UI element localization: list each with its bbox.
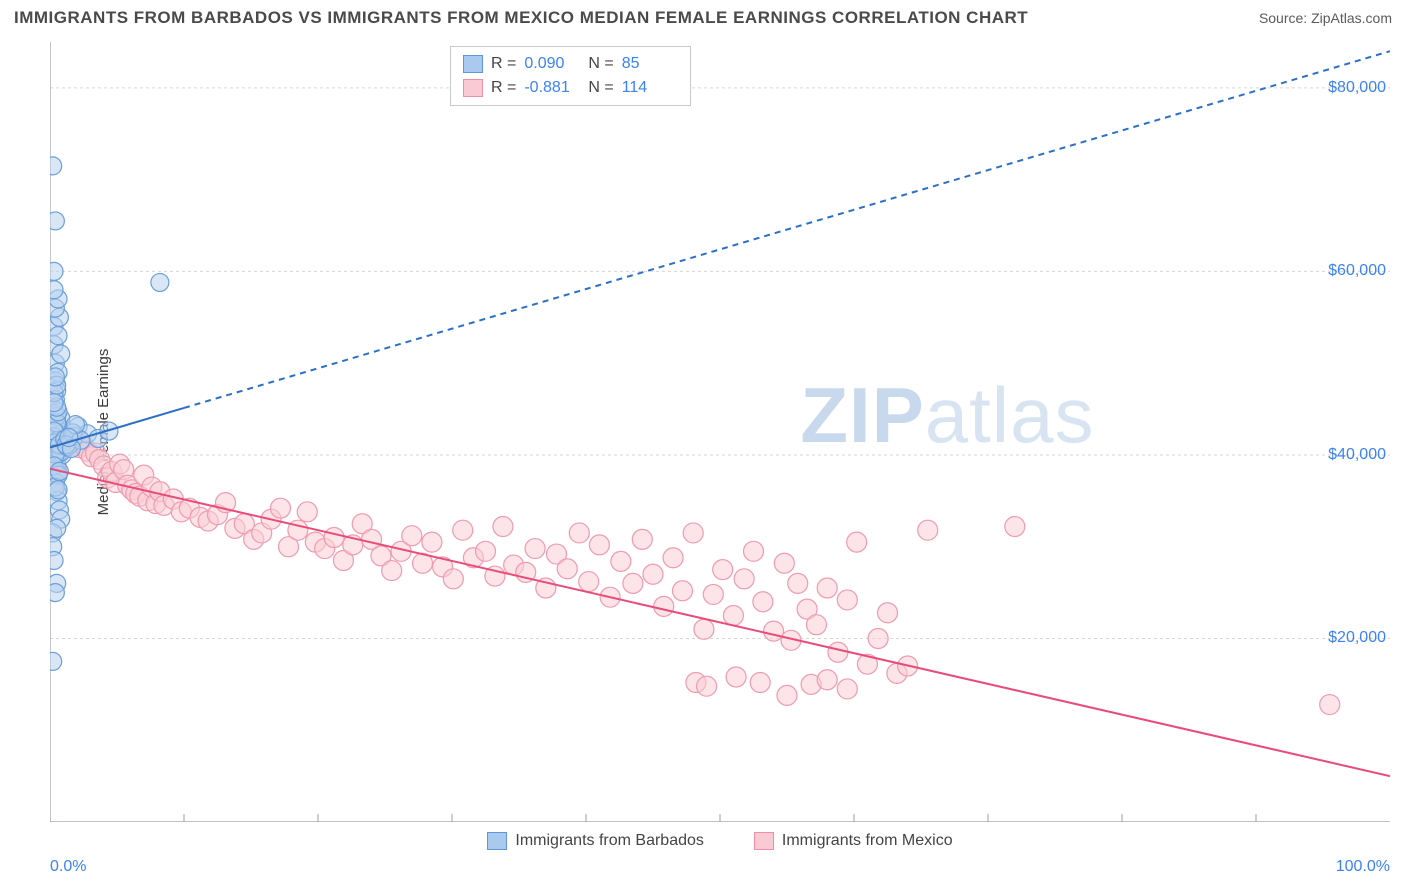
chart-title: IMMIGRANTS FROM BARBADOS VS IMMIGRANTS F…	[14, 8, 1028, 28]
y-tick-label: $80,000	[1328, 79, 1386, 97]
swatch-blue-icon	[463, 55, 483, 73]
chart-area: Median Female Earnings ZIPatlas R = 0.09…	[50, 42, 1390, 822]
stat-r-label: R =	[491, 76, 516, 100]
legend-label-barbados: Immigrants from Barbados	[515, 832, 704, 850]
bottom-legend: 0.0% Immigrants from Barbados Immigrants…	[50, 832, 1390, 850]
stat-n-value-barbados: 85	[622, 52, 678, 76]
y-tick-label: $20,000	[1328, 629, 1386, 647]
stat-n-label: N =	[588, 52, 613, 76]
stats-row-barbados: R = 0.090 N = 85	[463, 52, 678, 76]
legend-item-mexico: Immigrants from Mexico	[754, 832, 953, 850]
swatch-pink-icon	[754, 832, 774, 850]
scatter-plot	[50, 42, 1390, 822]
stat-r-label: R =	[491, 52, 516, 76]
stats-row-mexico: R = -0.881 N = 114	[463, 76, 678, 100]
stats-legend-box: R = 0.090 N = 85 R = -0.881 N = 114	[450, 46, 691, 106]
chart-source: Source: ZipAtlas.com	[1259, 10, 1392, 26]
swatch-pink-icon	[463, 79, 483, 97]
stat-r-value-barbados: 0.090	[524, 52, 580, 76]
swatch-blue-icon	[487, 832, 507, 850]
y-tick-label: $40,000	[1328, 446, 1386, 464]
legend-item-barbados: Immigrants from Barbados	[487, 832, 704, 850]
x-tick-min: 0.0%	[50, 858, 86, 876]
chart-header: IMMIGRANTS FROM BARBADOS VS IMMIGRANTS F…	[0, 0, 1406, 34]
legend-label-mexico: Immigrants from Mexico	[782, 832, 953, 850]
y-tick-label: $60,000	[1328, 262, 1386, 280]
source-label: Source:	[1259, 10, 1311, 26]
stat-n-label: N =	[588, 76, 613, 100]
stat-r-value-mexico: -0.881	[524, 76, 580, 100]
stat-n-value-mexico: 114	[622, 76, 678, 100]
x-tick-max: 100.0%	[1336, 858, 1390, 876]
source-name: ZipAtlas.com	[1311, 10, 1392, 26]
